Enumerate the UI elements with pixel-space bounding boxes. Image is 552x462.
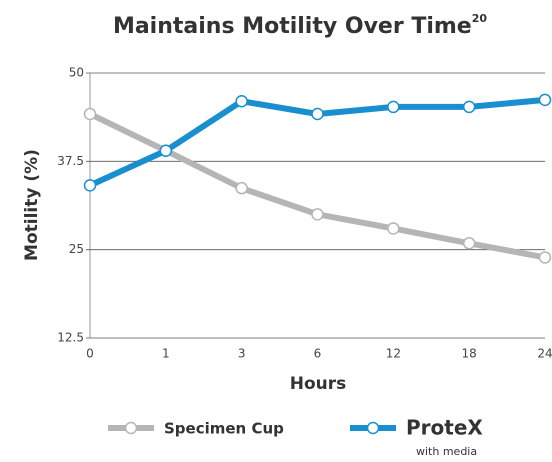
data-point: [387, 100, 400, 114]
y-tick-label: 25: [69, 242, 84, 256]
data-point: [462, 100, 476, 114]
data-point: [83, 179, 97, 192]
x-tick-label: 0: [86, 347, 94, 361]
series-line: [88, 111, 546, 261]
chart-title: Maintains Motility Over Time20: [113, 12, 487, 39]
data-point: [235, 95, 248, 108]
y-tick-label: 50: [69, 66, 84, 80]
data-point: [387, 222, 400, 235]
data-point: [538, 93, 552, 107]
title-text: Maintains Motility Over Time: [113, 14, 472, 39]
y-axis-label: Motility (%): [22, 149, 42, 261]
data-point: [462, 237, 476, 250]
data-point: [311, 208, 324, 221]
x-tick-label: 3: [238, 347, 246, 361]
x-axis-label: Hours: [290, 374, 347, 394]
data-point: [159, 144, 173, 157]
legend-marker: [124, 421, 138, 435]
legend-label: ProteX: [406, 416, 483, 440]
x-tick-label: 18: [462, 347, 477, 361]
legend-marker: [366, 421, 380, 435]
x-tick-label: 1: [162, 347, 170, 361]
title-superscript: 20: [472, 12, 488, 25]
y-tick-label: 12.5: [57, 331, 84, 345]
legend-label: Specimen Cup: [164, 420, 284, 438]
x-tick-label: 12: [386, 347, 401, 361]
x-tick-label: 24: [537, 347, 552, 361]
y-tick-label: 37.5: [57, 154, 84, 168]
data-point: [538, 251, 552, 264]
legend-note: with media: [416, 445, 477, 458]
x-tick-label: 6: [314, 347, 322, 361]
data-point: [311, 107, 324, 121]
data-point: [83, 107, 97, 121]
data-point: [235, 181, 248, 195]
